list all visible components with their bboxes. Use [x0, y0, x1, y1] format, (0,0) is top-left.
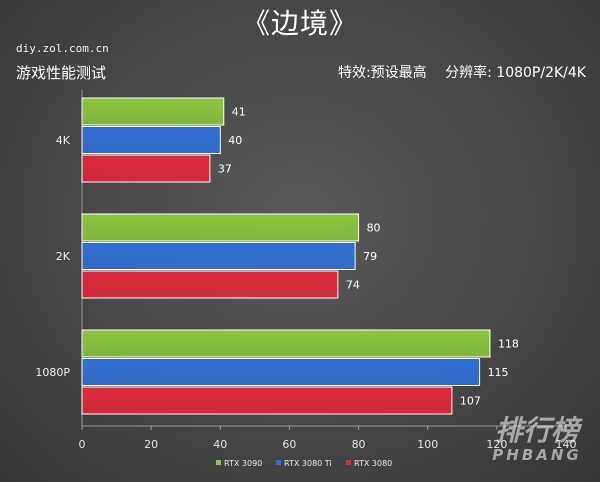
phbang-watermark-logo: 排行榜 PHBANG: [482, 414, 592, 465]
source-url: diy.zol.com.cn: [16, 42, 109, 55]
legend-swatch: [276, 460, 281, 465]
category-label: 2K: [56, 250, 71, 263]
category-label: 4K: [56, 134, 71, 147]
bar: [81, 329, 491, 358]
legend-label: RTX 3080: [354, 459, 392, 468]
watermark-en: PHBANG: [492, 446, 582, 464]
data-label: 107: [460, 395, 481, 408]
data-label: 118: [498, 338, 519, 351]
bar: [81, 213, 360, 242]
x-tick-label: 100: [417, 438, 438, 451]
bar: [81, 386, 453, 415]
bar: [81, 154, 211, 183]
legend-label: RTX 3080 Ti: [284, 459, 332, 468]
legend-label: RTX 3090: [224, 459, 262, 468]
x-tick-label: 0: [79, 438, 86, 451]
bar: [81, 97, 225, 126]
data-label: 74: [346, 279, 360, 292]
bar: [81, 358, 481, 386]
x-tick-label: 120: [486, 438, 507, 451]
data-label: 80: [367, 222, 381, 235]
bar: [81, 242, 356, 270]
test-settings: 特效:预设最高 分辨率: 1080P/2K/4K: [324, 62, 586, 82]
data-label: 115: [488, 366, 509, 379]
bar: [81, 126, 221, 154]
x-tick-label: 80: [352, 438, 366, 451]
data-label: 37: [218, 163, 232, 176]
watermark-cn: 排行榜: [494, 414, 579, 447]
x-tick-label: 60: [282, 438, 296, 451]
x-tick-label: 20: [144, 438, 158, 451]
bar: [81, 270, 339, 299]
legend-swatch: [216, 460, 221, 465]
resolution-setting: 分辨率: 1080P/2K/4K: [445, 65, 586, 81]
data-label: 79: [363, 250, 377, 263]
chart-subtitle: 游戏性能测试: [16, 64, 107, 82]
chart-title: 《边境》: [241, 7, 358, 40]
effects-setting: 特效:预设最高: [337, 65, 427, 81]
data-label: 40: [228, 134, 242, 147]
legend-swatch: [346, 460, 351, 465]
data-label: 41: [232, 106, 246, 119]
x-tick-label: 140: [556, 438, 577, 451]
x-tick-label: 40: [213, 438, 227, 451]
category-label: 1080P: [35, 366, 70, 379]
